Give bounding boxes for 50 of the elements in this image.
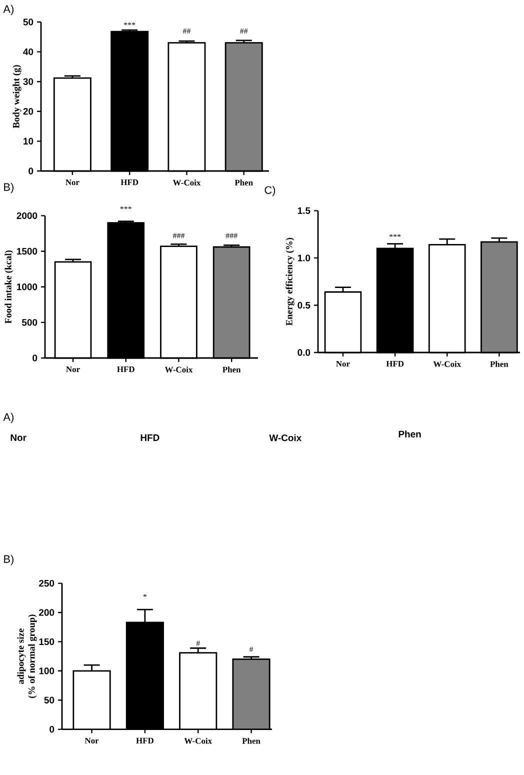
y-tick-label: 150 xyxy=(39,638,54,646)
y-tick-label: 40 xyxy=(23,48,34,56)
x-tick-label: Nor xyxy=(84,738,99,744)
category-label: Nor xyxy=(10,434,26,441)
y-tick-label: 0 xyxy=(32,354,38,362)
y-tick-label: 20 xyxy=(23,108,34,115)
chart-title: B) xyxy=(4,182,14,194)
y-tick-label: 50 xyxy=(44,696,54,704)
x-tick-label: Nor xyxy=(66,180,80,186)
category-label: W-Coix xyxy=(269,434,302,442)
y-axis-title: Energy efficiency (%) xyxy=(286,238,294,326)
x-tick-label: W-Coix xyxy=(184,738,212,744)
y-axis-title: adipocyte size (% of normal group) xyxy=(17,614,37,698)
category-label: HFD xyxy=(140,434,160,441)
category-label: Phen xyxy=(398,430,421,438)
y-tick-label: 1500 xyxy=(17,248,38,255)
y-axis-title: Food intake (kcal) xyxy=(4,250,14,324)
y-tick-label: 0 xyxy=(50,726,54,733)
y-tick-label: 30 xyxy=(23,78,34,85)
y-axis-title: Body weight (g) xyxy=(12,65,22,128)
y-tick-label: 0.0 xyxy=(298,349,310,356)
x-tick-label: HFD xyxy=(120,180,138,186)
x-tick-label: Phen xyxy=(234,180,253,186)
x-tick-label: Phen xyxy=(222,366,241,372)
y-tick-label: 100 xyxy=(39,668,54,674)
y-tick-label: 0 xyxy=(28,168,34,174)
chart-title: B) xyxy=(4,554,14,566)
x-tick-label: Phen xyxy=(242,738,260,744)
y-tick-label: 0.5 xyxy=(298,302,310,309)
chart-title: C) xyxy=(264,186,276,196)
y-tick-label: 50 xyxy=(23,18,34,26)
x-tick-label: HFD xyxy=(117,366,134,372)
x-tick-label: Nor xyxy=(66,366,80,372)
x-tick-label: W-Coix xyxy=(433,361,462,368)
y-tick-label: 250 xyxy=(39,580,54,587)
y-tick-label: 500 xyxy=(22,319,38,326)
x-tick-label: Phen xyxy=(490,361,508,367)
chart-title: A) xyxy=(3,4,14,16)
y-tick-label: 1.0 xyxy=(298,254,310,262)
y-tick-label: 1000 xyxy=(17,283,38,290)
x-tick-label: W-Coix xyxy=(172,180,201,186)
y-tick-label: 10 xyxy=(24,138,34,145)
x-tick-label: W-Coix xyxy=(164,366,193,373)
x-tick-label: Nor xyxy=(336,361,350,367)
y-tick-label: 1.5 xyxy=(298,207,310,214)
y-tick-label: 200 xyxy=(39,609,54,616)
x-tick-label: HFD xyxy=(386,361,404,367)
y-tick-label: 2000 xyxy=(16,212,38,220)
x-tick-label: HFD xyxy=(136,738,154,744)
text: A) xyxy=(3,412,14,424)
